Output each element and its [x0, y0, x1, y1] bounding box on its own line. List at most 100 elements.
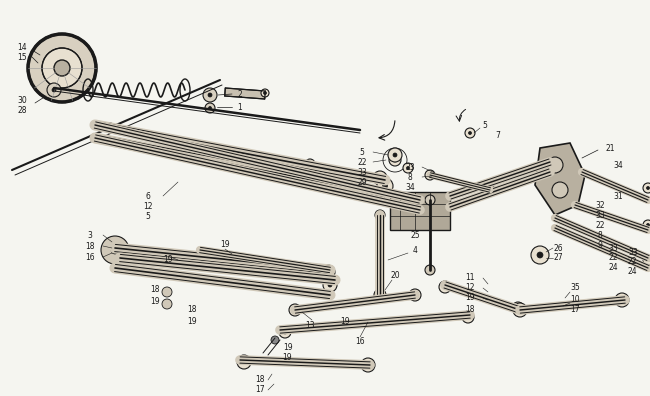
Circle shape: [54, 60, 70, 76]
Circle shape: [465, 128, 475, 138]
Circle shape: [425, 195, 435, 205]
Circle shape: [293, 308, 297, 312]
Text: 34: 34: [405, 183, 415, 192]
Text: 14: 14: [17, 42, 27, 51]
Circle shape: [321, 265, 335, 279]
Text: 7: 7: [495, 131, 500, 139]
Circle shape: [105, 123, 115, 133]
Text: 19: 19: [282, 354, 292, 362]
Circle shape: [208, 93, 212, 97]
Circle shape: [118, 248, 122, 252]
Circle shape: [537, 252, 543, 258]
Circle shape: [643, 255, 650, 265]
Text: 12: 12: [465, 284, 474, 293]
Circle shape: [109, 126, 112, 129]
Text: 5: 5: [482, 120, 488, 129]
Text: 25: 25: [410, 230, 420, 240]
Circle shape: [378, 176, 382, 180]
Circle shape: [279, 326, 291, 338]
Text: 19: 19: [163, 255, 173, 265]
Circle shape: [328, 283, 332, 287]
Text: 19: 19: [220, 240, 230, 249]
Polygon shape: [535, 143, 585, 215]
Circle shape: [28, 34, 96, 102]
Circle shape: [389, 154, 401, 166]
Circle shape: [198, 145, 202, 148]
Circle shape: [374, 289, 386, 301]
Circle shape: [209, 107, 211, 110]
Circle shape: [620, 298, 624, 302]
Circle shape: [552, 182, 568, 198]
Circle shape: [469, 131, 471, 135]
Circle shape: [237, 355, 251, 369]
Circle shape: [547, 157, 563, 173]
Text: 19: 19: [150, 297, 160, 307]
Text: 33: 33: [595, 211, 605, 219]
Circle shape: [113, 243, 127, 257]
Text: 18: 18: [255, 375, 265, 385]
Text: 35: 35: [570, 284, 580, 293]
Text: 1: 1: [238, 103, 242, 112]
Circle shape: [531, 246, 549, 264]
Text: 22: 22: [358, 158, 367, 166]
Text: 33: 33: [608, 244, 618, 253]
Text: 2: 2: [238, 89, 242, 99]
Circle shape: [413, 293, 417, 297]
Text: 33: 33: [628, 248, 638, 257]
Circle shape: [425, 170, 435, 180]
Circle shape: [263, 91, 266, 95]
Circle shape: [643, 183, 650, 193]
Text: 19: 19: [187, 318, 197, 326]
Circle shape: [443, 285, 447, 289]
Text: 5: 5: [359, 147, 365, 156]
Circle shape: [375, 210, 385, 220]
Text: 8: 8: [408, 173, 412, 181]
Text: 24: 24: [628, 268, 638, 276]
Text: 18: 18: [85, 242, 95, 251]
Text: 17: 17: [570, 305, 580, 314]
Circle shape: [513, 303, 527, 317]
Text: 3: 3: [88, 230, 92, 240]
Circle shape: [111, 246, 119, 254]
Circle shape: [195, 142, 205, 152]
Circle shape: [229, 256, 241, 268]
Circle shape: [373, 171, 387, 185]
Text: 27: 27: [553, 253, 563, 263]
Text: 6: 6: [146, 192, 150, 200]
Text: 31: 31: [613, 192, 623, 200]
Circle shape: [393, 153, 397, 157]
Text: 11: 11: [465, 272, 474, 282]
Text: 5: 5: [146, 211, 150, 221]
Text: 4: 4: [413, 246, 417, 255]
Text: 22: 22: [628, 257, 638, 267]
Circle shape: [242, 360, 246, 364]
Circle shape: [388, 148, 402, 162]
Text: 29: 29: [358, 177, 367, 187]
Circle shape: [409, 289, 421, 301]
Text: 16: 16: [85, 253, 95, 261]
Text: 8: 8: [597, 230, 603, 240]
Text: 19: 19: [465, 293, 474, 303]
Circle shape: [366, 363, 370, 367]
Text: 22: 22: [595, 221, 604, 230]
Circle shape: [516, 306, 520, 310]
Text: 21: 21: [605, 143, 615, 152]
Circle shape: [377, 178, 393, 194]
Circle shape: [361, 358, 375, 372]
Circle shape: [283, 330, 287, 334]
Circle shape: [439, 281, 451, 293]
Text: 33: 33: [357, 168, 367, 177]
Text: 24: 24: [608, 263, 618, 272]
Text: 26: 26: [553, 244, 563, 253]
Circle shape: [233, 260, 237, 264]
Circle shape: [393, 158, 397, 162]
Circle shape: [162, 287, 172, 297]
Circle shape: [485, 185, 495, 195]
Text: 18: 18: [150, 286, 160, 295]
Text: 23: 23: [405, 162, 415, 171]
Circle shape: [323, 278, 337, 292]
Circle shape: [326, 270, 330, 274]
Circle shape: [203, 88, 217, 102]
Text: 18: 18: [187, 305, 197, 314]
Text: 22: 22: [608, 253, 618, 263]
